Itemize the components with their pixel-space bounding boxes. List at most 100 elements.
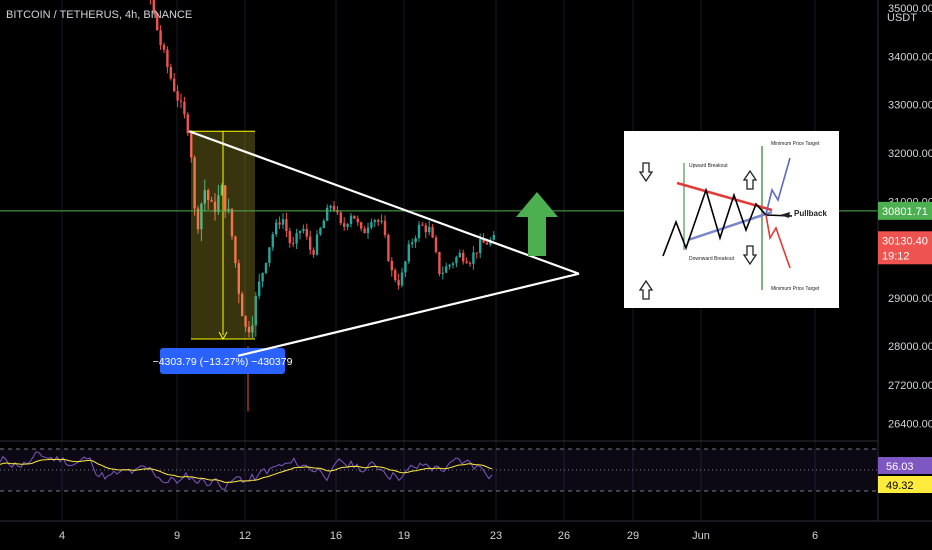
rsi-value-tag xyxy=(878,457,932,474)
price-tick-label: 33000.00 xyxy=(888,100,932,112)
measure-arrow-head xyxy=(218,331,228,340)
candle-body xyxy=(156,12,159,31)
last-price-label: 30130.40 xyxy=(882,235,928,247)
candle-body xyxy=(479,239,482,254)
candle-body xyxy=(210,200,213,202)
candle-body xyxy=(434,237,438,253)
diagram-up-path xyxy=(765,157,791,215)
candle-body xyxy=(366,227,370,234)
time-tick-label: 23 xyxy=(490,530,502,542)
candle-body xyxy=(203,190,206,204)
price-tick-label: 26400.00 xyxy=(888,419,932,431)
diagram-label-target-top: Minimum Price Target xyxy=(771,141,820,147)
candle-body xyxy=(281,219,285,225)
candle-body xyxy=(298,230,302,234)
drawings: −4303.79 (−13.27%) −430379 xyxy=(0,130,878,374)
candle-body xyxy=(254,295,257,326)
candle-body xyxy=(261,272,264,282)
rsi-value-label: 56.03 xyxy=(886,461,914,473)
candle-body xyxy=(173,78,176,92)
candle-body xyxy=(468,263,472,265)
candle-body xyxy=(326,207,329,221)
candle-body xyxy=(312,249,315,255)
rsi-ma-value-tag xyxy=(878,476,932,493)
diagram-lower-blue-line xyxy=(687,210,773,242)
candle-body xyxy=(349,215,353,225)
candle-body xyxy=(258,281,261,296)
price-tick-label: 28000.00 xyxy=(888,341,932,353)
level-price-tag xyxy=(878,201,932,220)
candle-body xyxy=(394,270,397,281)
candle-body xyxy=(220,185,223,196)
price-tick-label: 35000.00 xyxy=(888,3,932,15)
candle-body xyxy=(482,239,485,243)
candle-body xyxy=(428,227,431,233)
candle-body xyxy=(343,223,346,227)
time-tick-label: Jun xyxy=(692,530,710,542)
candle-body xyxy=(285,219,288,232)
candle-body xyxy=(465,261,468,264)
diagram-pullback-arrow-icon xyxy=(780,212,790,218)
candle-body xyxy=(438,252,441,274)
diagram-down-arrow-icon xyxy=(638,162,654,183)
last-price-countdown: 19:12 xyxy=(882,250,910,262)
time-tick-label: 9 xyxy=(174,530,180,542)
candle-body xyxy=(241,293,244,317)
candle-body xyxy=(213,201,217,213)
candle-body xyxy=(387,234,390,261)
candle-body xyxy=(356,218,359,223)
candle-body xyxy=(451,263,455,265)
candle-body xyxy=(295,233,298,244)
diagram-downward-arrow-icon xyxy=(742,245,758,266)
candle-body xyxy=(319,228,322,235)
candle-body xyxy=(421,224,424,226)
candle-body xyxy=(196,208,200,230)
candle-body xyxy=(251,325,254,333)
price-tick-label: 27200.00 xyxy=(888,380,932,392)
candle-body xyxy=(485,242,489,245)
candle-body xyxy=(462,252,465,262)
pattern-diagram: Minimum Price Target Upward Breakout Pullb… xyxy=(624,131,839,308)
symbol-title: BITCOIN / TETHERUS, 4h, BINANCE xyxy=(6,9,193,21)
price-tick-label: 34000.00 xyxy=(888,51,932,63)
candle-body xyxy=(169,66,172,79)
candle-body xyxy=(186,114,189,134)
candle-body xyxy=(227,208,230,212)
candle-body xyxy=(288,231,291,244)
candle-body xyxy=(193,157,196,209)
candle-body xyxy=(179,100,183,102)
candle-body xyxy=(346,224,349,227)
candle-body xyxy=(383,220,387,235)
time-tick-label: 26 xyxy=(558,530,570,542)
candle-body xyxy=(224,185,227,212)
candle-body xyxy=(234,236,237,264)
candle-body xyxy=(360,222,363,229)
rsi-band xyxy=(0,449,878,491)
time-tick-label: 12 xyxy=(239,530,251,542)
candle-body xyxy=(475,252,478,254)
price-axis: USDT35000.0034000.0033000.0032000.003100… xyxy=(877,0,932,521)
candle-body xyxy=(332,205,336,211)
diagram-label-upward: Upward Breakout xyxy=(689,163,728,169)
candle-body xyxy=(264,262,268,273)
candle-body xyxy=(472,252,475,264)
time-axis: 4 9 12 16 19 23 26 29 Jun 6 xyxy=(0,520,932,542)
candle-body xyxy=(329,205,332,208)
level-price-label: 30801.71 xyxy=(882,206,928,218)
time-tick-label: 29 xyxy=(627,530,639,542)
candle-body xyxy=(207,190,210,201)
candle-body xyxy=(322,220,325,229)
diagram-down-path xyxy=(765,214,791,269)
candle-body xyxy=(159,30,162,45)
last-price-tag xyxy=(878,231,932,265)
candle-body xyxy=(244,316,247,327)
diagram-label-pullback: Pullback xyxy=(794,209,827,218)
candle-body xyxy=(373,220,376,223)
candle-body xyxy=(380,220,383,222)
candle-body xyxy=(162,44,166,50)
candle-body xyxy=(315,234,319,255)
candle-body xyxy=(414,238,417,243)
candle-body xyxy=(275,222,278,235)
diagram-label-downward: Downward Breakout xyxy=(689,256,735,262)
